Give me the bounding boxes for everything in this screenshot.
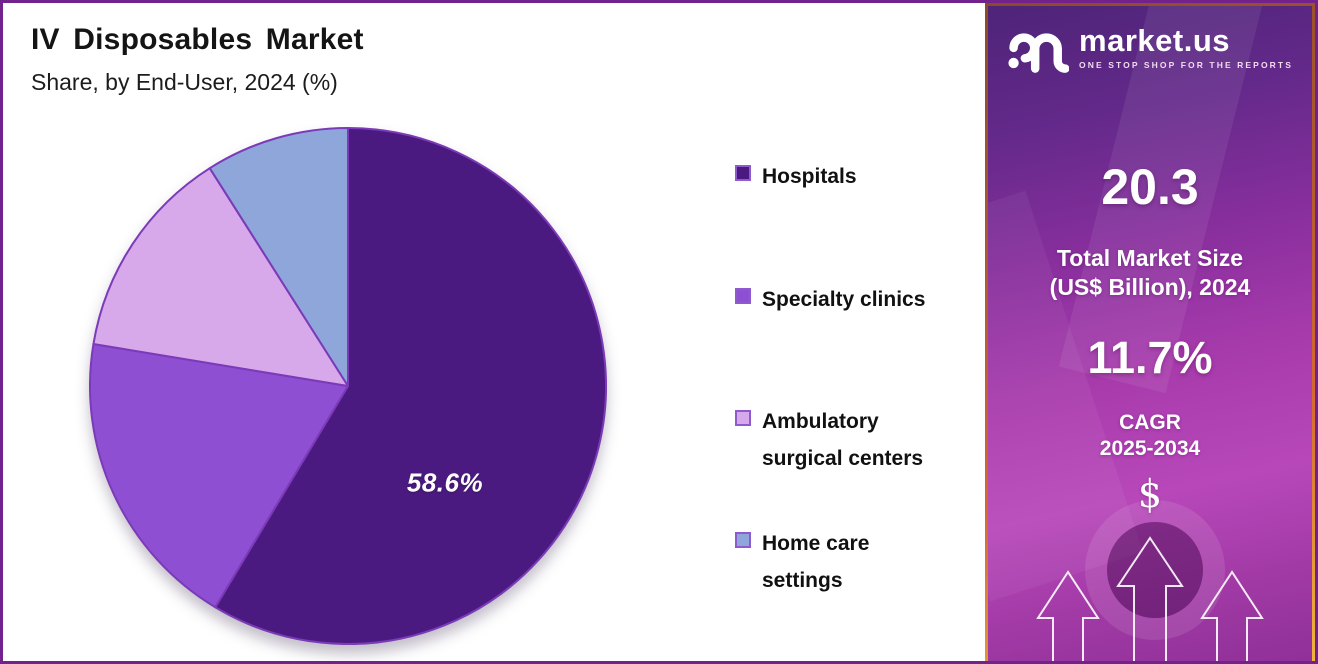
market-size-label-line1: Total Market Size xyxy=(1056,245,1244,271)
legend-swatch-icon xyxy=(735,288,751,304)
pie-slice-home-care-settings xyxy=(208,127,349,387)
up-arrow-icon xyxy=(1116,536,1184,661)
legend-label: Hospitals xyxy=(762,165,857,188)
legend-item-ambulatory-surgical-centers: Ambulatory surgical centers xyxy=(735,403,940,478)
legend-item-home-care-settings: Home care settings xyxy=(735,525,940,600)
up-arrow-icon xyxy=(1036,570,1100,661)
pie-slice-hospitals xyxy=(214,127,607,645)
pie-slice-ambulatory-surgical-centers xyxy=(92,167,349,387)
pie-slice-specialty-clinics xyxy=(89,343,349,609)
legend-swatch-icon xyxy=(735,410,751,426)
brand-name: market.us xyxy=(1079,22,1230,58)
market-size-value: 20.3 xyxy=(1101,159,1199,215)
market-size-label: Total Market Size (US$ Billion), 2024 xyxy=(988,244,1312,303)
legend-item-specialty-clinics: Specialty clinics xyxy=(735,281,940,318)
side-panel: market.us ONE STOP SHOP FOR THE REPORTS … xyxy=(985,3,1315,661)
growth-arrows-graphic xyxy=(1036,536,1264,661)
brand-tagline: ONE STOP SHOP FOR THE REPORTS xyxy=(1079,59,1293,70)
up-arrow-icon xyxy=(1200,570,1264,661)
pie-chart-svg xyxy=(89,127,607,645)
background-photo-cup xyxy=(1107,522,1203,618)
cagr-label-line1: CAGR xyxy=(1119,411,1181,434)
pie-chart: 58.6% xyxy=(85,121,615,655)
chart-legend: Hospitals Specialty clinics Ambulatory s… xyxy=(735,153,980,623)
market-us-logo-icon xyxy=(1008,33,1070,73)
side-panel-background: market.us ONE STOP SHOP FOR THE REPORTS … xyxy=(988,6,1312,661)
brand-text-block: market.us ONE STOP SHOP FOR THE REPORTS xyxy=(1079,25,1293,70)
cagr-label: CAGR 2025-2034 xyxy=(988,410,1312,463)
chart-subtitle: Share, by End-User, 2024 (%) xyxy=(31,69,338,95)
legend-item-hospitals: Hospitals xyxy=(735,158,940,195)
legend-label: Specialty clinics xyxy=(762,288,926,311)
legend-swatch-icon xyxy=(735,165,751,181)
cagr-label-line2: 2025-2034 xyxy=(1099,437,1201,461)
page-title: IV Disposables Market xyxy=(31,23,364,56)
legend-swatch-icon xyxy=(735,532,751,548)
legend-label: Ambulatory surgical centers xyxy=(762,410,924,471)
market-size-label-line2: (US$ Billion), 2024 xyxy=(1049,274,1251,301)
cagr-value: 11.7% xyxy=(1087,332,1213,383)
chart-area: IV Disposables Market Share, by End-User… xyxy=(3,3,991,661)
pie-slice-data-label: 58.6% xyxy=(406,467,484,498)
dollar-icon: $ xyxy=(1137,472,1163,516)
brand-logo: market.us ONE STOP SHOP FOR THE REPORTS xyxy=(988,20,1312,74)
legend-label: Home care settings xyxy=(762,532,870,593)
